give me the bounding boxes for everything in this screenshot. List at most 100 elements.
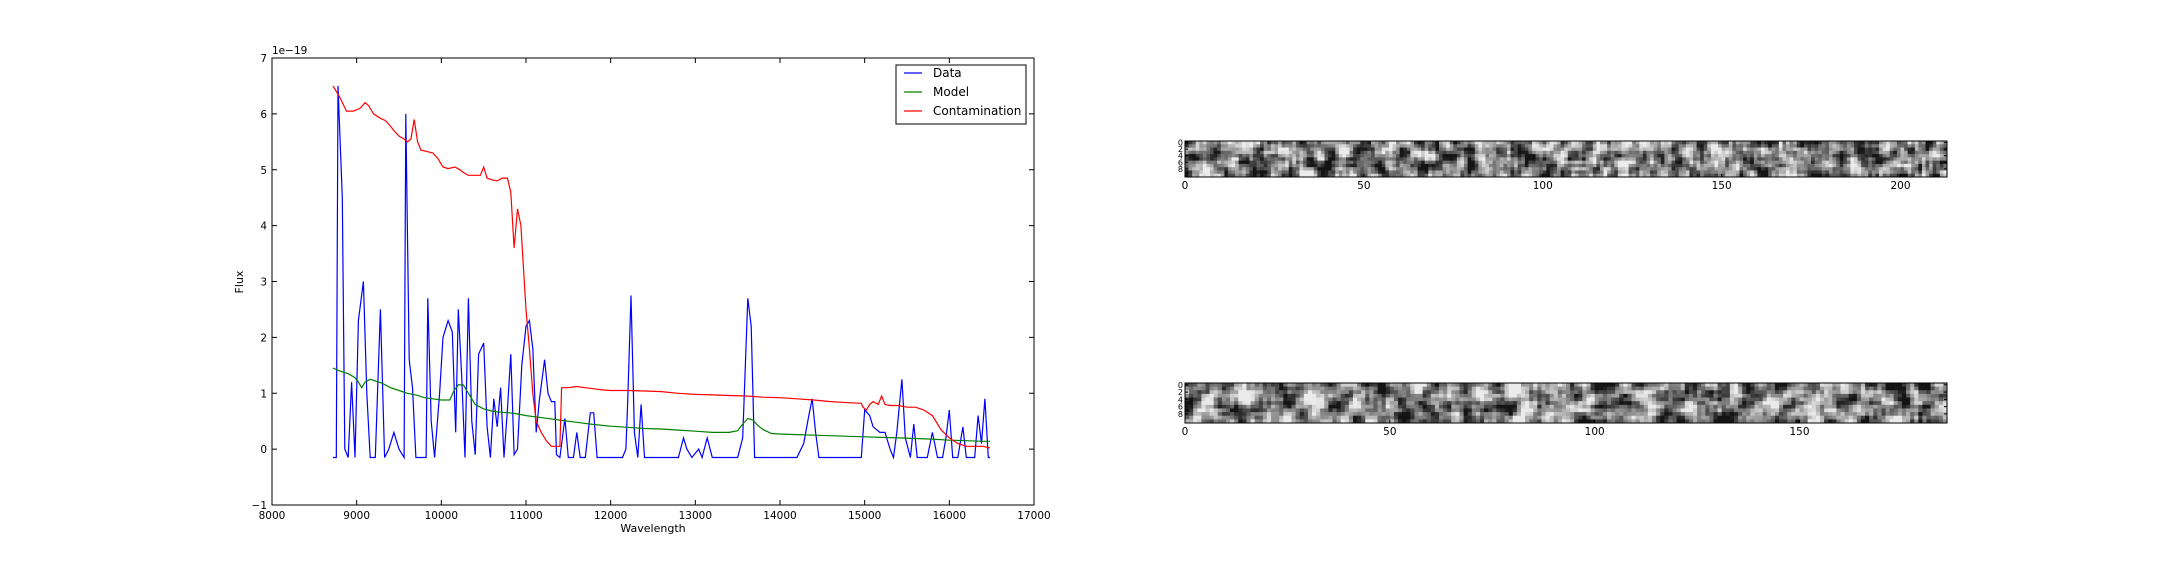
image-pixel bbox=[1288, 147, 1293, 152]
image-pixel bbox=[1846, 160, 1851, 165]
image-pixel bbox=[1250, 415, 1256, 420]
image-pixel bbox=[1750, 150, 1755, 155]
image-pixel bbox=[1340, 397, 1346, 402]
image-pixel bbox=[1478, 141, 1483, 145]
image-pixel bbox=[1275, 386, 1280, 391]
image-pixel bbox=[1413, 163, 1418, 168]
image-pixel bbox=[1388, 154, 1393, 158]
image-pixel bbox=[1787, 419, 1792, 424]
image-pixel bbox=[1449, 141, 1454, 145]
image-pixel bbox=[1746, 167, 1751, 171]
image-pixel bbox=[1742, 412, 1747, 417]
image-pixel bbox=[1688, 397, 1694, 402]
image-pixel bbox=[1303, 408, 1309, 413]
image-pixel bbox=[1271, 412, 1276, 417]
image-pixel bbox=[1771, 150, 1776, 155]
image-pixel bbox=[1385, 412, 1391, 417]
x-tick-label: 50 bbox=[1383, 426, 1396, 438]
image-pixel bbox=[1316, 397, 1321, 402]
image-pixel bbox=[1643, 393, 1649, 398]
image-pixel bbox=[1553, 401, 1559, 406]
image-pixel bbox=[1459, 383, 1464, 388]
image-pixel bbox=[1335, 167, 1340, 171]
image-pixel bbox=[1926, 419, 1932, 424]
image-pixel bbox=[1242, 150, 1247, 155]
image-pixel bbox=[1524, 147, 1529, 152]
image-pixel bbox=[1574, 144, 1579, 148]
image-pixel bbox=[1369, 408, 1374, 413]
image-pixel bbox=[1746, 390, 1751, 395]
image-pixel bbox=[1871, 173, 1876, 178]
image-pixel bbox=[1209, 412, 1215, 417]
image-pixel bbox=[1393, 415, 1399, 420]
image-pixel bbox=[1566, 401, 1571, 406]
image-pixel bbox=[1709, 386, 1714, 391]
image-pixel bbox=[1700, 163, 1705, 168]
image-pixel bbox=[1205, 397, 1210, 402]
image-pixel bbox=[1700, 147, 1705, 152]
image-pixel bbox=[1553, 147, 1558, 152]
image-pixel bbox=[1245, 173, 1250, 178]
image-pixel bbox=[1930, 404, 1936, 409]
image-pixel bbox=[1675, 147, 1680, 152]
image-pixel bbox=[1820, 412, 1825, 417]
image-pixel bbox=[1840, 412, 1845, 417]
image-pixel bbox=[1660, 144, 1665, 148]
image-pixel bbox=[1766, 386, 1772, 391]
image-pixel bbox=[1510, 173, 1515, 178]
image-pixel bbox=[1881, 404, 1886, 409]
image-pixel bbox=[1504, 393, 1510, 398]
image-pixel bbox=[1578, 167, 1583, 171]
image-pixel bbox=[1528, 147, 1533, 152]
image-pixel bbox=[1934, 419, 1940, 424]
image-pixel bbox=[1574, 147, 1579, 152]
image-pixel bbox=[1274, 147, 1279, 152]
image-pixel bbox=[1820, 401, 1825, 406]
image-pixel bbox=[1389, 386, 1395, 391]
image-pixel bbox=[1492, 383, 1497, 388]
image-pixel bbox=[1603, 157, 1608, 162]
image-pixel bbox=[1324, 393, 1329, 398]
image-pixel bbox=[1742, 404, 1747, 409]
image-pixel bbox=[1258, 419, 1264, 424]
image-pixel bbox=[1406, 412, 1411, 417]
image-pixel bbox=[1367, 144, 1372, 148]
image-pixel bbox=[1357, 397, 1362, 402]
image-pixel bbox=[1896, 163, 1901, 168]
image-pixel bbox=[1278, 141, 1282, 145]
image-pixel bbox=[1754, 419, 1759, 424]
image-pixel bbox=[1650, 160, 1655, 165]
image-pixel bbox=[1574, 173, 1579, 178]
image-pixel bbox=[1586, 412, 1591, 417]
image-pixel bbox=[1795, 408, 1800, 413]
image-pixel bbox=[1614, 154, 1619, 158]
image-pixel bbox=[1729, 419, 1735, 424]
image-pixel bbox=[1615, 383, 1620, 388]
image-pixel bbox=[1795, 412, 1800, 417]
image-pixel bbox=[1852, 412, 1858, 417]
image-pixel bbox=[1760, 160, 1765, 165]
image-pixel bbox=[1631, 404, 1637, 409]
image-pixel bbox=[1250, 383, 1256, 388]
image-pixel bbox=[1787, 397, 1792, 402]
image-pixel bbox=[1660, 393, 1665, 398]
image-pixel bbox=[1779, 390, 1784, 395]
image-pixel bbox=[1406, 150, 1411, 155]
image-pixel bbox=[1718, 144, 1723, 148]
image-pixel bbox=[1252, 163, 1257, 168]
image-pixel bbox=[1396, 157, 1401, 162]
image-pixel bbox=[1868, 154, 1873, 158]
image-pixel bbox=[1739, 141, 1744, 145]
image-pixel bbox=[1549, 157, 1554, 162]
image-pixel bbox=[1728, 170, 1733, 175]
image-pixel bbox=[1381, 163, 1386, 168]
image-pixel bbox=[1921, 170, 1926, 175]
image-pixel bbox=[1685, 150, 1690, 155]
image-pixel bbox=[1263, 173, 1268, 178]
image-pixel bbox=[1442, 157, 1447, 162]
image-pixel bbox=[1535, 167, 1540, 171]
image-pixel bbox=[1718, 160, 1723, 165]
image-pixel bbox=[1517, 154, 1522, 158]
image-pixel bbox=[1667, 160, 1672, 165]
